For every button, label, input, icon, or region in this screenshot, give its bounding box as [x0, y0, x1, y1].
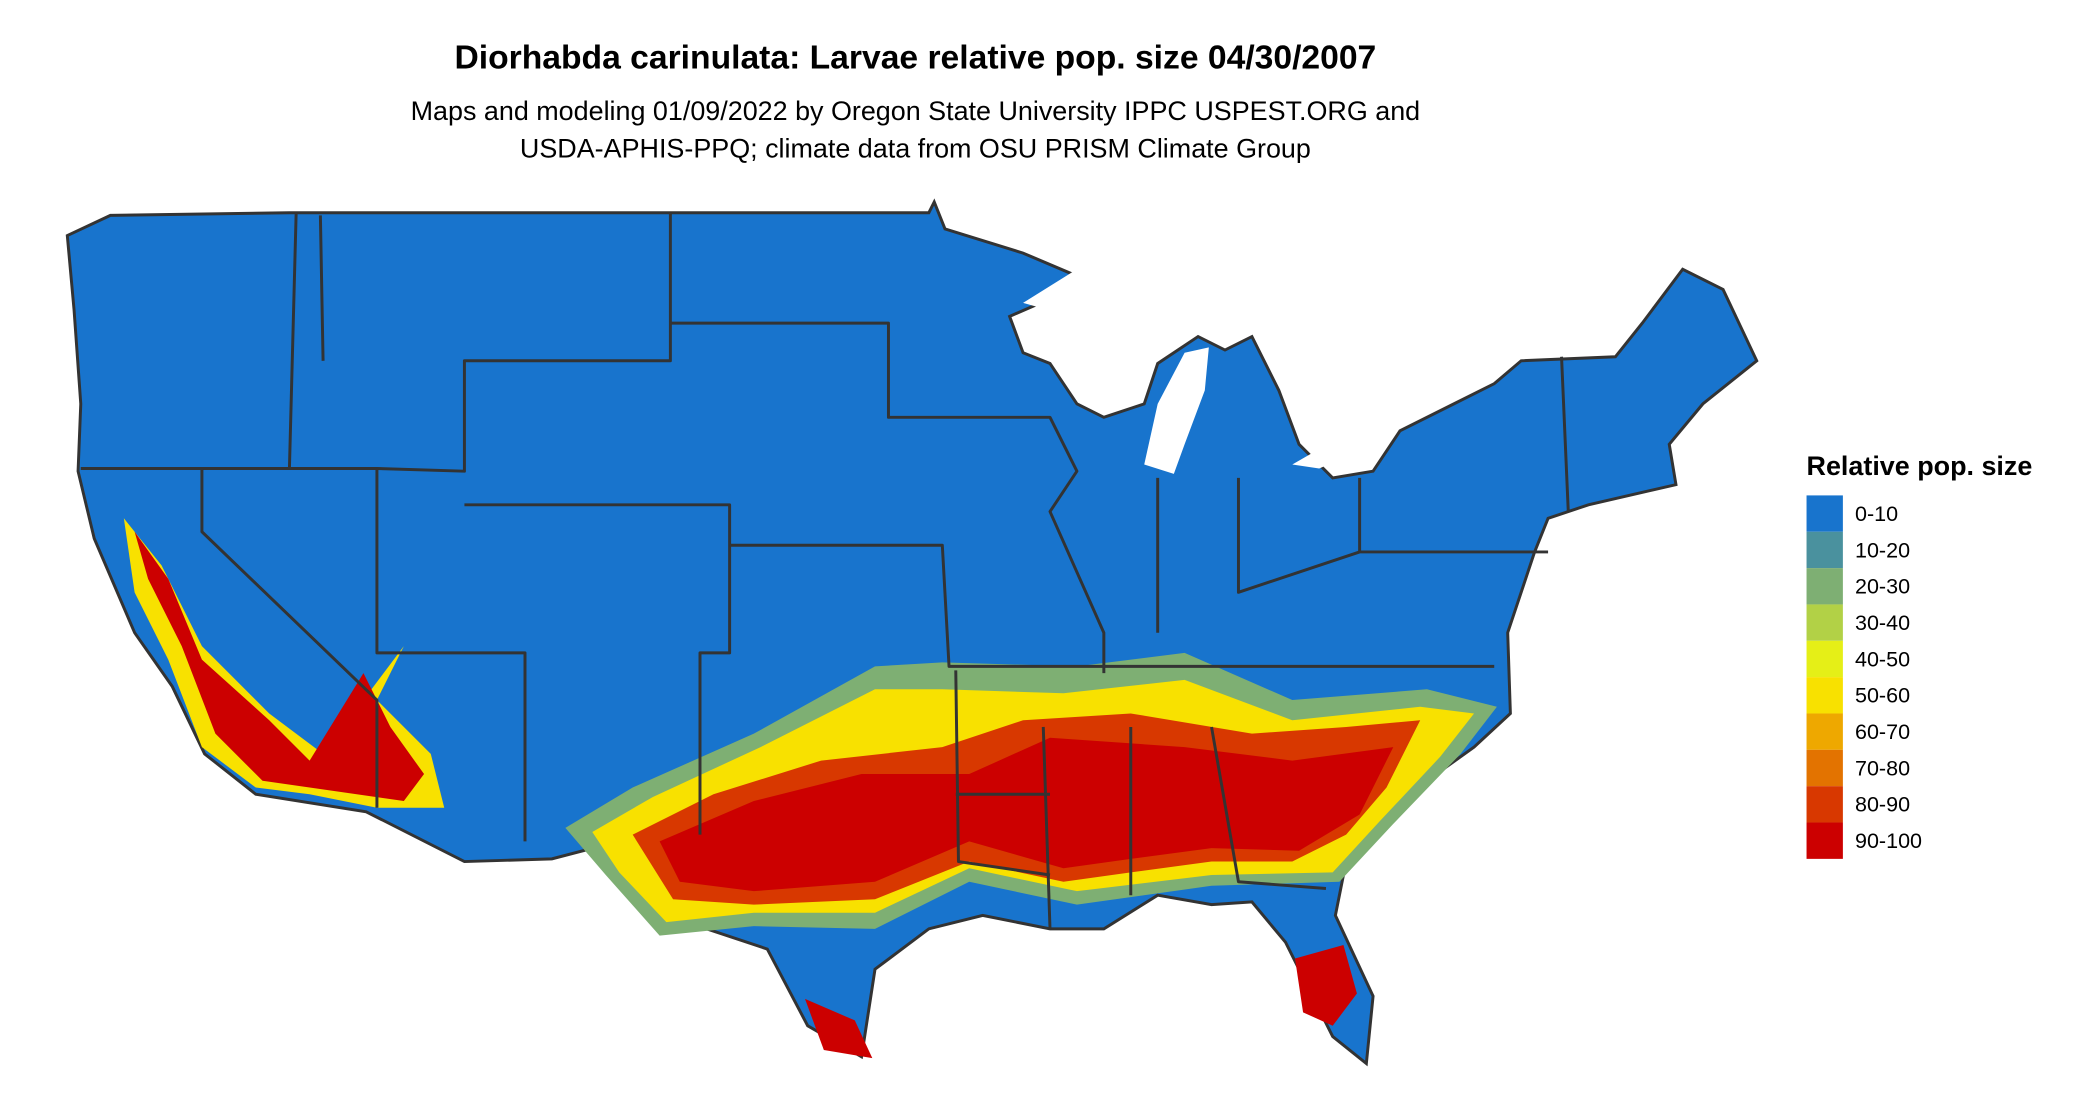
legend-label: 30-40: [1855, 611, 1910, 635]
zone-90-100: [659, 737, 1394, 892]
zone-florida: [1295, 945, 1357, 1026]
lake-erie: [1292, 417, 1394, 469]
legend-swatch: [1806, 677, 1843, 714]
legend-label: 70-80: [1855, 756, 1910, 780]
legend-swatch: [1806, 786, 1843, 823]
legend-swatch: [1806, 531, 1843, 569]
us-map: [65, 198, 1759, 1067]
legend-swatch: [1806, 749, 1843, 787]
legend-label: 20-30: [1855, 575, 1910, 599]
map-title: Diorhabda carinulata: Larvae relative po…: [454, 40, 1376, 77]
legend-label: 0-10: [1855, 502, 1898, 526]
state-border: [375, 468, 527, 842]
us-outline: [65, 198, 1759, 1067]
state-border: [1041, 726, 1327, 929]
state-border: [670, 321, 1106, 674]
state-border: [1156, 477, 1549, 633]
state-border: [287, 212, 325, 469]
legend-label: 90-100: [1855, 829, 1922, 853]
zone-california-hot: [134, 531, 425, 801]
legend-swatch: [1806, 604, 1843, 641]
subtitle-line-1: Maps and modeling 01/09/2022 by Oregon S…: [411, 96, 1421, 126]
lake-michigan: [1144, 347, 1209, 474]
lake-superior: [1023, 266, 1199, 313]
state-border: [80, 212, 672, 473]
state-border: [200, 468, 379, 808]
legend-label: 80-90: [1855, 793, 1910, 817]
subtitle-line-2: USDA-APHIS-PPQ; climate data from OSU PR…: [520, 134, 1311, 164]
legend-swatch: [1806, 640, 1843, 678]
legend-label: 10-20: [1855, 538, 1910, 562]
zone-south-texas: [805, 998, 873, 1059]
legend-swatch: [1806, 822, 1843, 859]
legend-swatch: [1806, 568, 1843, 605]
legend-label: 40-50: [1855, 647, 1910, 671]
legend-swatch: [1806, 713, 1843, 750]
state-border: [464, 503, 732, 835]
legend-swatch: [1806, 495, 1843, 532]
state-border: [954, 670, 1051, 877]
legend-label: 60-70: [1855, 720, 1910, 744]
state-border: [1358, 356, 1570, 552]
legend-label: 50-60: [1855, 684, 1910, 708]
state-borders: [80, 212, 1570, 929]
legend-title: Relative pop. size: [1807, 451, 2033, 481]
legend: Relative pop. size 0-10 10-20 20-30 30-40 40…: [1806, 451, 2033, 859]
state-border: [729, 543, 1495, 668]
